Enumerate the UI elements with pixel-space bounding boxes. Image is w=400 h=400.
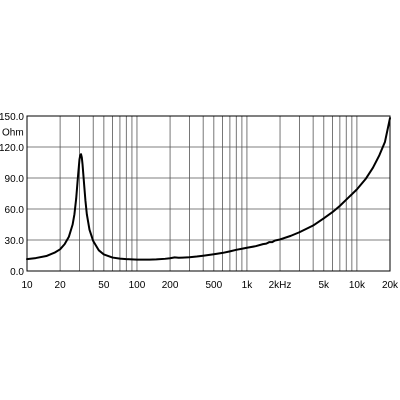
y-tick-label: 0.0: [10, 267, 24, 278]
y-tick-label: 120.0: [0, 143, 24, 154]
y-axis-unit-label: Ohm: [2, 128, 24, 139]
x-tick-label: 2kHz: [269, 280, 292, 291]
x-tick-label: 10: [21, 280, 33, 291]
x-tick-label: 20k: [382, 280, 399, 291]
x-tick-label: 500: [205, 280, 222, 291]
x-tick-label: 5k: [319, 280, 331, 291]
y-tick-label: 90.0: [5, 174, 25, 185]
y-tick-label: 30.0: [5, 236, 25, 247]
x-tick-label: 50: [98, 280, 110, 291]
plot-frame: [26, 115, 391, 272]
x-tick-label: 100: [129, 280, 146, 291]
x-tick-label: 10k: [349, 280, 366, 291]
x-tick-label: 20: [55, 280, 67, 291]
tick-labels: 10 20 50 100 200 500 1k 2kHz 5k 10k 20k 0.0 30.0 60.0…: [0, 112, 399, 291]
x-tick-label: 1k: [242, 280, 254, 291]
impedance-curve: [26, 117, 391, 261]
grid-layer: [26, 115, 391, 272]
y-tick-label: 150.0: [0, 112, 24, 123]
y-tick-label: 60.0: [5, 205, 25, 216]
x-tick-label: 200: [162, 280, 179, 291]
